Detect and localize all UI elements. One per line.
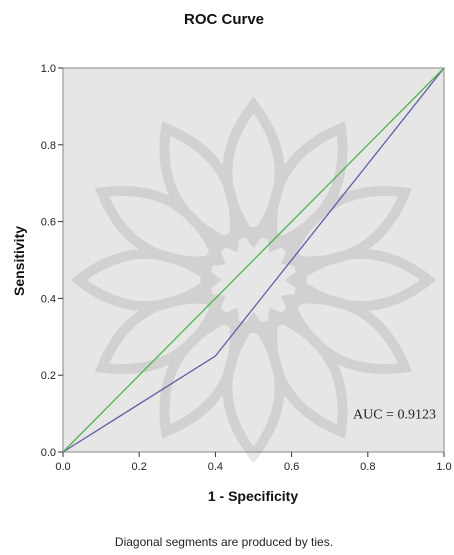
watermark-petal (285, 249, 437, 311)
watermark-petal (222, 96, 285, 249)
y-tick-label: 0.2 (41, 370, 56, 382)
watermark-petal (267, 121, 348, 253)
watermark-petal (159, 307, 240, 439)
x-tick-label: 0.8 (360, 461, 375, 473)
chart-title: ROC Curve (184, 11, 264, 28)
y-tick-label: 0.8 (41, 140, 56, 152)
watermark-petal (159, 121, 240, 253)
footnote: Diagonal segments are produced by ties. (115, 535, 333, 549)
y-axis-label: Sensitivity (11, 226, 27, 296)
watermark-petal (94, 186, 226, 267)
reference-diagonal-line (62, 67, 445, 453)
series-layer (62, 67, 445, 453)
watermark-petal (267, 307, 348, 439)
auc-annotation: AUC = 0.9123 (353, 408, 436, 423)
y-tick-label: 0.4 (41, 293, 56, 305)
y-tick-label: 1.0 (41, 63, 56, 75)
y-axis: 0.0 0.2 0.4 0.6 0.8 1.0 (41, 63, 63, 459)
watermark-petal (281, 186, 413, 267)
x-tick-label: 1.0 (436, 461, 451, 473)
x-axis-label: 1 - Specificity (208, 488, 298, 504)
watermark-petal (70, 249, 222, 311)
watermark-petal (222, 311, 285, 464)
watermark-petal (94, 293, 226, 374)
x-axis: 0.0 0.2 0.4 0.6 0.8 1.0 (55, 452, 452, 473)
x-tick-label: 0.2 (132, 461, 147, 473)
roc-curve-line (62, 67, 445, 453)
watermark-ring (200, 227, 307, 333)
y-tick-label: 0.0 (41, 447, 56, 459)
watermark-petal (281, 293, 413, 374)
y-tick-label: 0.6 (41, 217, 56, 229)
watermark (70, 96, 437, 464)
x-tick-label: 0.4 (208, 461, 223, 473)
x-tick-label: 0.6 (284, 461, 299, 473)
x-tick-label: 0.0 (55, 461, 70, 473)
